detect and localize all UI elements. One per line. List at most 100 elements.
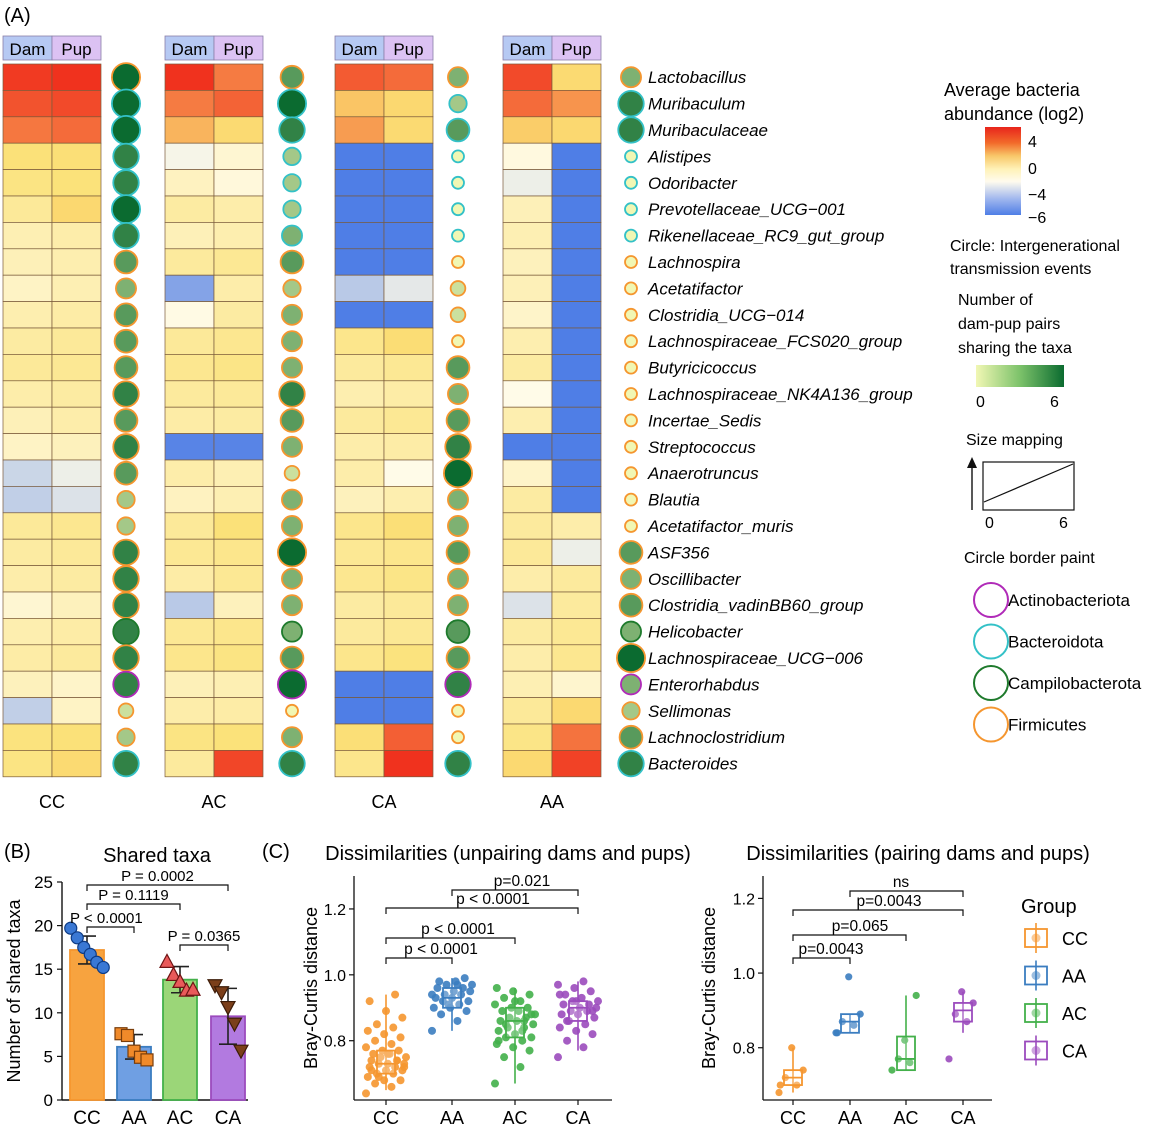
heat-cell	[51, 354, 102, 382]
transmission-circle	[111, 115, 142, 146]
heat-cell	[2, 591, 53, 619]
transmission-circle	[447, 515, 469, 537]
transmission-circle	[281, 303, 303, 326]
heat-cell	[2, 274, 53, 302]
heat-cell	[164, 90, 215, 118]
data-point	[555, 990, 564, 999]
heat-cell	[334, 169, 385, 197]
heat-cell	[213, 565, 264, 593]
transmission-circle	[444, 433, 472, 461]
heat-cell	[164, 406, 215, 434]
header-dam-aa	[502, 35, 553, 61]
heat-cell	[502, 565, 553, 593]
heat-cell	[164, 538, 215, 566]
heat-cell	[164, 512, 215, 540]
heat-cell	[164, 618, 215, 646]
transmission-circle	[621, 701, 641, 721]
heat-cell	[502, 591, 553, 619]
heat-cell	[213, 618, 264, 646]
transmission-circle	[618, 540, 644, 565]
heat-cell	[383, 90, 434, 118]
transmission-circle	[281, 515, 303, 537]
significance-label: p < 0.0001	[456, 891, 530, 908]
header-label-pup-aa: Pup	[561, 40, 591, 59]
significance-bracket	[792, 934, 907, 941]
heat-cell	[51, 512, 102, 540]
transmission-circle	[112, 617, 140, 646]
heat-cell	[164, 169, 215, 197]
heatmap-legend: Average bacteria abundance (log2) Circle…	[944, 80, 1142, 743]
data-point	[525, 990, 534, 999]
heat-cell	[551, 116, 602, 144]
heat-cell	[551, 63, 602, 91]
heat-cell	[51, 406, 102, 434]
transmission-circle	[445, 117, 471, 143]
data-point	[428, 1026, 436, 1035]
pairs-title-2: dam-pup pairs	[958, 316, 1060, 333]
transmission-circle	[451, 149, 465, 164]
pairs-scale-bar	[976, 365, 1064, 387]
transmission-circle	[624, 149, 638, 164]
data-point	[958, 988, 966, 996]
transmission-circle	[112, 433, 140, 461]
data-point	[516, 1063, 525, 1072]
heat-cell	[164, 222, 215, 250]
heat-cell	[213, 142, 264, 170]
heat-cell	[502, 459, 553, 487]
heat-cell	[213, 433, 264, 461]
transmission-circle	[112, 644, 140, 672]
size-mapping-arrowhead	[967, 457, 977, 468]
heat-cell	[551, 301, 602, 329]
heat-cell	[334, 380, 385, 408]
transmission-circle	[617, 749, 645, 778]
transmission-circle	[617, 89, 645, 118]
heat-cell	[51, 670, 102, 698]
data-point	[494, 1026, 503, 1035]
group-legend-label: CC	[1062, 929, 1088, 949]
transmission-circle	[624, 439, 638, 454]
heat-cell	[213, 538, 264, 566]
heat-cell	[51, 327, 102, 355]
data-point	[491, 1079, 499, 1088]
data-point	[498, 1007, 507, 1016]
heat-cell	[502, 697, 553, 725]
abundance-scale-tick: 4	[1028, 134, 1037, 151]
transmission-circle	[447, 383, 469, 405]
abundance-scale-bar	[985, 127, 1021, 215]
data-point	[453, 1016, 462, 1025]
heat-cell	[502, 723, 553, 751]
group-legend-label: AA	[1062, 967, 1086, 987]
transmission-circle	[276, 669, 307, 700]
transmission-circle	[281, 330, 303, 353]
group-legend-dot	[1031, 933, 1041, 943]
heat-cell	[383, 406, 434, 434]
phylum-legend-label: Bacteroidota	[1008, 633, 1104, 652]
heat-cell	[551, 248, 602, 276]
group-legend-dot	[1031, 971, 1041, 980]
transmission-circle	[449, 280, 467, 297]
data-point	[850, 1021, 858, 1029]
heat-cell	[2, 63, 53, 91]
heat-cell	[2, 512, 53, 540]
transmission-circle	[447, 488, 469, 511]
significance-label: p=0.065	[832, 918, 888, 935]
transmission-circle	[111, 88, 142, 119]
heat-cell	[213, 591, 264, 619]
size-mapping-title: Size mapping	[966, 432, 1063, 449]
heatmap: Dam Pup CC Dam Pup AC Dam Pup CA Dam Pup AA	[2, 35, 647, 812]
data-point	[557, 1010, 566, 1019]
heat-cell	[551, 750, 602, 778]
size-mapping-box	[982, 461, 1075, 511]
chart-ylabel: Bray-Curtis distance	[301, 907, 321, 1069]
group-legend-title: Group	[1021, 896, 1077, 918]
significance-bracket	[385, 907, 579, 914]
heat-cell	[383, 565, 434, 593]
phylum-legend-label: Firmicutes	[1008, 716, 1086, 735]
heat-cell	[334, 618, 385, 646]
data-point	[365, 997, 374, 1006]
significance-label: p=0.021	[494, 873, 550, 890]
chart-b-xtick-label: AA	[121, 1108, 147, 1129]
phylum-legend-campilobacterota	[973, 665, 1009, 701]
taxon-label: Clostridia_vadinBB60_group	[648, 596, 863, 615]
heat-cell	[334, 354, 385, 382]
